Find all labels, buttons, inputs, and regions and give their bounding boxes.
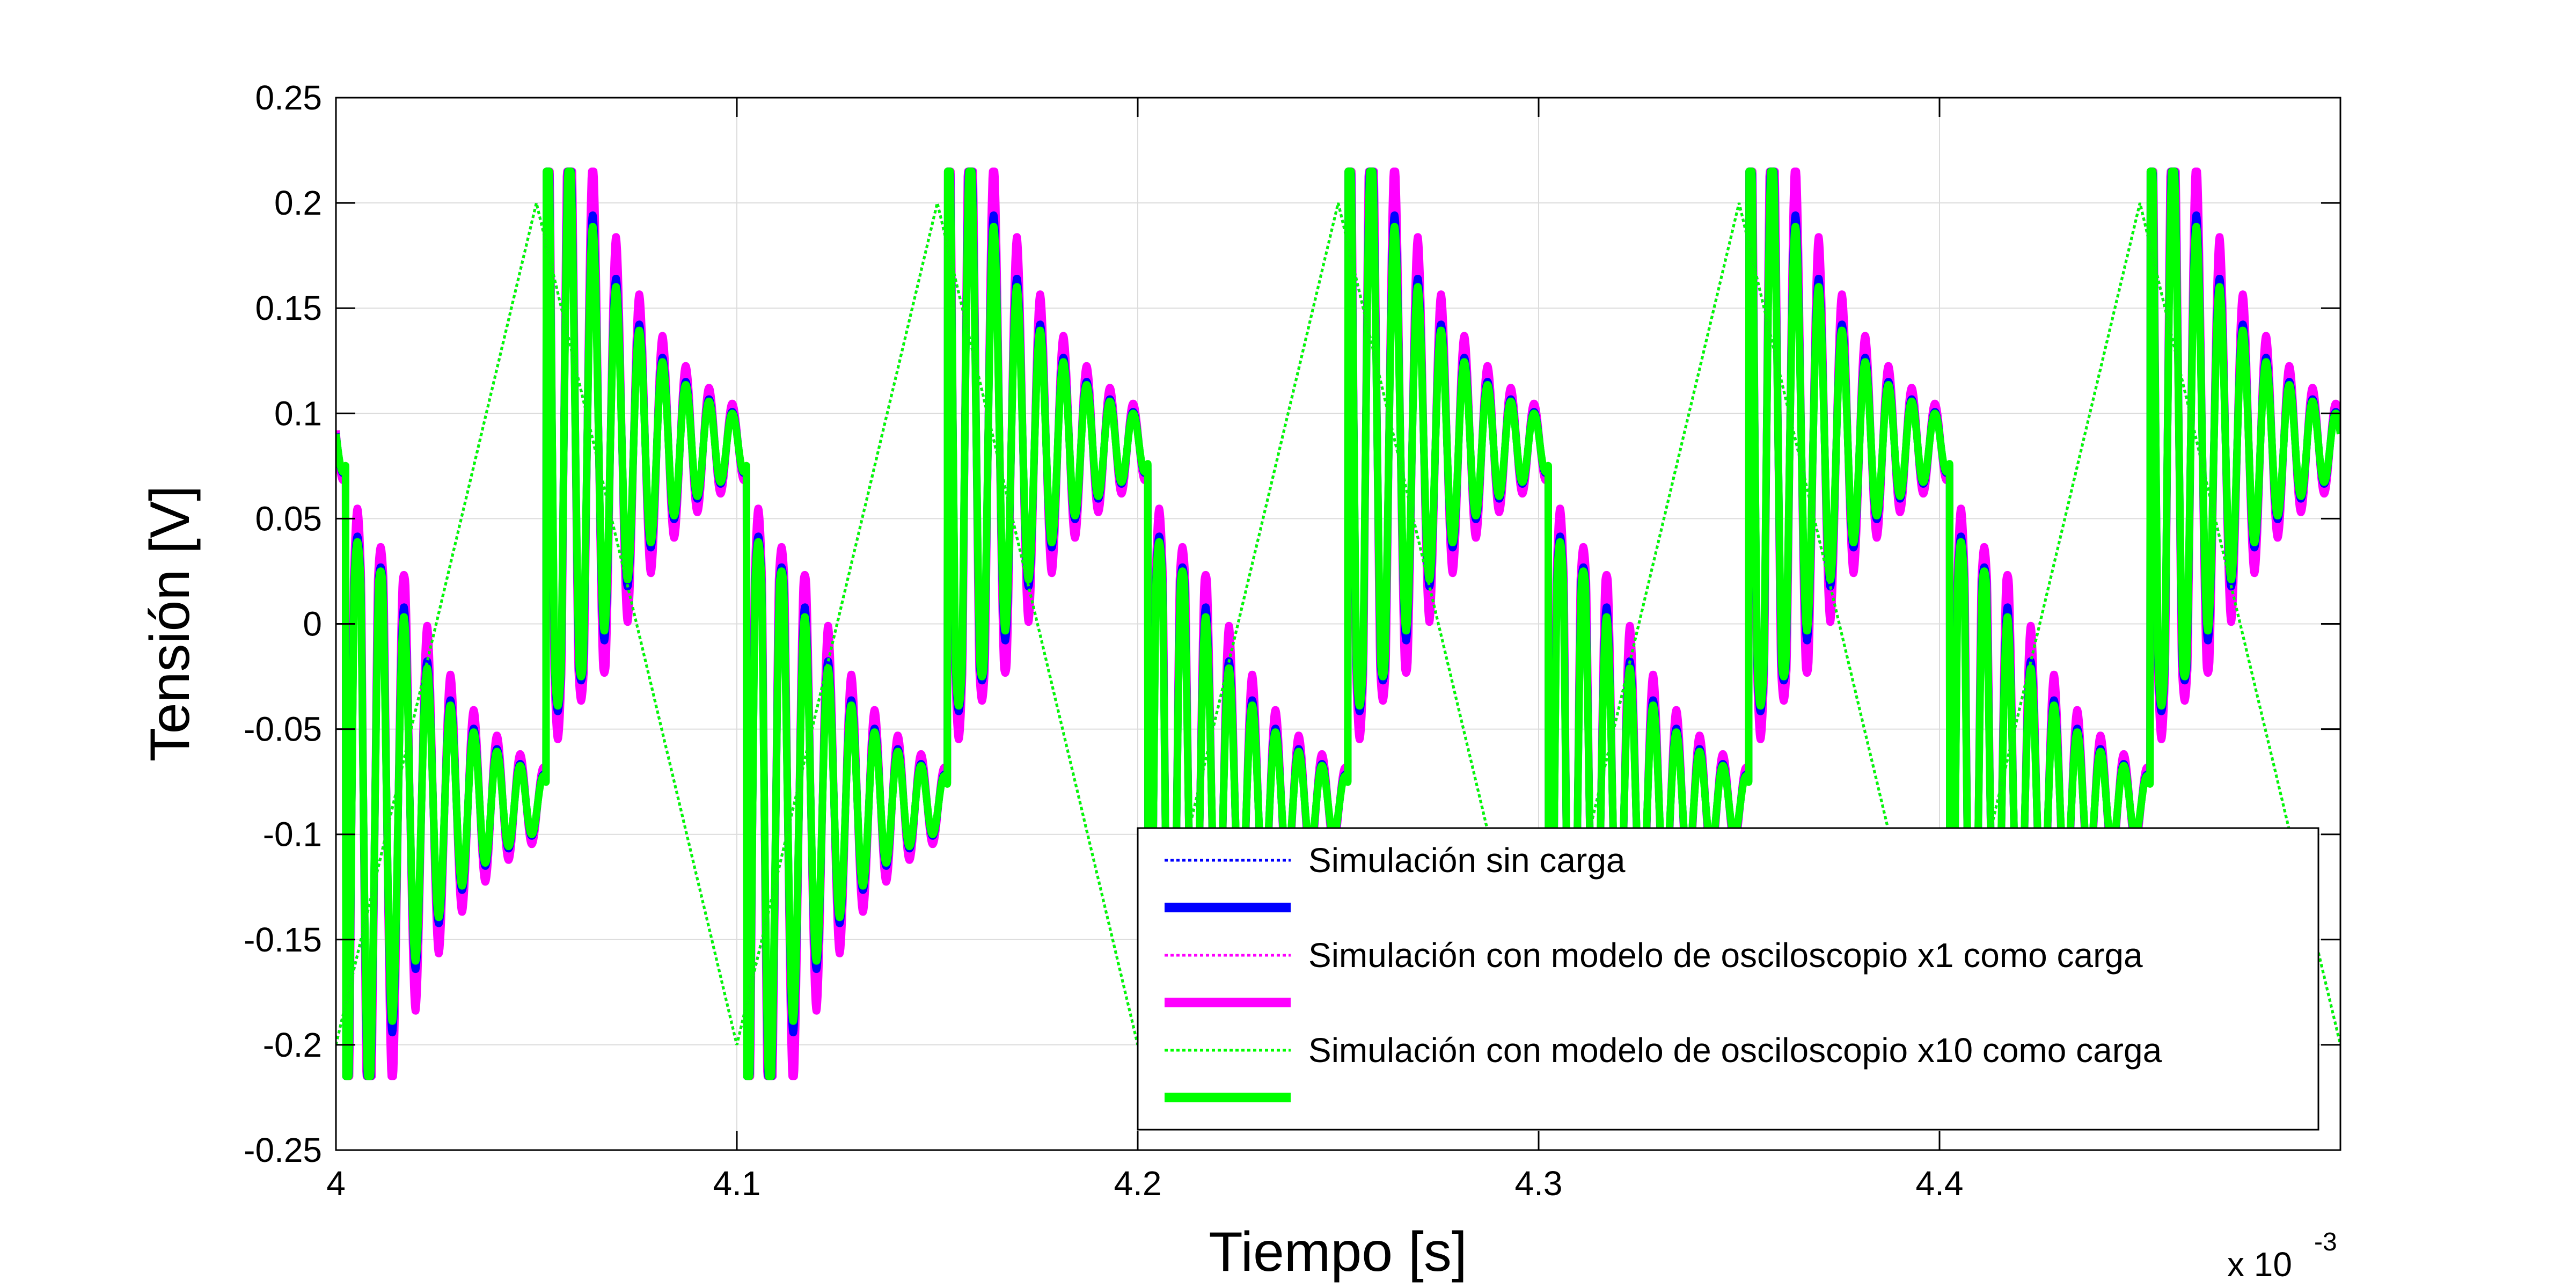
series-line-triangle-4 [336,202,2340,1045]
x-axis-title: Tiempo [s] [1209,1221,1467,1283]
series-line-square-5 [336,167,2340,1080]
x-multiplier: x 10 -3 [2227,1228,2337,1284]
y-tick-label: 0.05 [255,499,322,538]
legend-label: Simulación con modelo de osciloscopio x1… [1308,1031,2162,1070]
series-group [336,167,2340,1080]
y-tick-label: -0.15 [244,920,322,959]
y-tick-label: 0.1 [274,394,322,433]
x-multiplier-base: x 10 [2227,1245,2292,1284]
x-tick-label: 4.2 [1114,1164,1162,1203]
legend-label: Simulación sin carga [1308,841,1626,880]
x-tick-label: 4.4 [1916,1164,1964,1203]
legend: Simulación sin carga Simulación con model… [1137,827,2319,1131]
x-tick-label: 4.3 [1515,1164,1563,1203]
y-axis-title: Tensión [V] [139,486,201,762]
y-tick-label: -0.25 [244,1131,322,1169]
x-tick-label: 4.1 [713,1164,761,1203]
y-tick-label: -0.2 [263,1026,322,1064]
y-tick-label: 0.2 [274,184,322,222]
ticks: 4 4.1 4.2 4.3 4.4 -0.25 -0.2 -0.15 -0.1 -0.05 0 0.0… [244,78,2340,1203]
y-tick-label: -0.05 [244,710,322,749]
y-tick-label: 0.15 [255,289,322,327]
y-tick-label: 0 [303,605,322,643]
x-multiplier-exponent: -3 [2314,1228,2337,1256]
legend-box [1137,827,2319,1131]
legend-label: Simulación con modelo de osciloscopio x1… [1308,936,2143,975]
y-tick-label: -0.1 [263,815,322,854]
y-tick-label: 0.25 [255,78,322,117]
x-tick-label: 4 [326,1164,346,1203]
